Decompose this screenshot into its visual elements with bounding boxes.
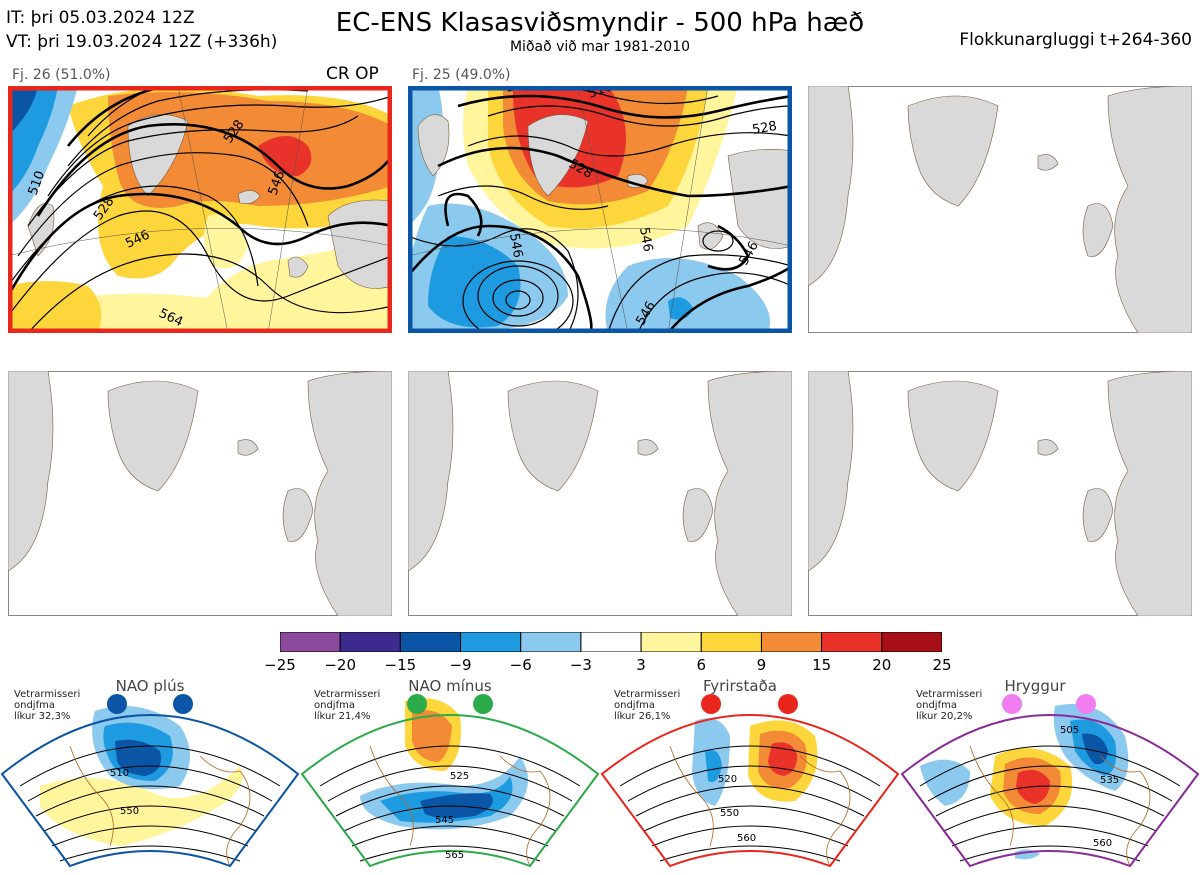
panel-1-tag: CR OP	[326, 64, 379, 84]
colorbar-tick-label: 6	[696, 656, 707, 674]
cluster-map-2[interactable]: 510 528 528 546 546 546 546	[408, 86, 792, 333]
regime-nao-plus: 510 550	[0, 676, 300, 871]
cluster-map-1[interactable]: 510 528 546 564 528 546	[8, 86, 392, 333]
contour-label: 546	[636, 226, 655, 253]
colorbar-swatch	[520, 631, 582, 653]
page-title: EC-ENS Klasasviðsmyndir - 500 hPa hæð	[335, 8, 865, 38]
regime-marker	[407, 694, 427, 714]
regime-marker	[473, 694, 493, 714]
colorbar	[279, 631, 943, 653]
regime-marker	[701, 694, 721, 714]
colorbar-swatch	[279, 631, 341, 653]
contour-label: 520	[718, 774, 737, 785]
contour-label: 528	[751, 119, 778, 138]
colorbar-swatch	[460, 631, 522, 653]
regime-season: Vetrarmisseri	[614, 689, 681, 700]
empty-map-5[interactable]	[408, 371, 792, 616]
panel-frame	[408, 86, 792, 333]
colorbar-tick-label: 25	[932, 656, 952, 674]
regime-marker	[107, 694, 127, 714]
regime-probability: líkur 26,1%	[614, 711, 671, 722]
colorbar-tick-label: −3	[569, 656, 592, 674]
colorbar-tick-label: 9	[756, 656, 767, 674]
issue-time: IT: þri 05.03.2024 12Z	[6, 8, 195, 28]
contour-label: 550	[720, 808, 739, 819]
regime-frame	[600, 714, 900, 868]
colorbar-swatch	[399, 631, 462, 653]
colorbar-tick-label: 15	[812, 656, 832, 674]
regime-months: ondjfma	[314, 700, 355, 711]
regime-name-nao-plus: NAO plús	[115, 677, 185, 695]
regime-info-nao-minus: Vetrarmisseri ondjfma líkur 21,4%	[314, 689, 380, 722]
colorbar-swatch	[760, 631, 823, 653]
regime-name-ridge: Hryggur	[1004, 677, 1066, 695]
panel-frame	[8, 86, 392, 333]
contour-label: 505	[1060, 725, 1079, 736]
page-subtitle: Miðað við mar 1981-2010	[509, 39, 691, 55]
colorbar-swatches	[279, 631, 943, 653]
regime-months: ondjfma	[614, 700, 655, 711]
empty-map-3[interactable]	[808, 86, 1192, 333]
regime-probability: líkur 20,2%	[916, 711, 973, 722]
regime-frame	[900, 714, 1200, 868]
regime-info-blocking: Vetrarmisseri ondjfma líkur 26,1%	[614, 689, 680, 722]
regime-months: ondjfma	[14, 700, 55, 711]
regime-ridge: 505 535 560	[900, 676, 1200, 871]
contour-label: 535	[1100, 775, 1119, 786]
empty-map-6[interactable]	[808, 371, 1192, 616]
classification-window: Flokkunargluggi t+264-360	[959, 30, 1192, 50]
regime-nao-minus: 525 545 565	[300, 676, 600, 871]
colorbar-tick-label: 20	[872, 656, 892, 674]
regime-frame	[0, 714, 300, 868]
regime-marker	[1076, 694, 1096, 714]
regime-season: Vetrarmisseri	[14, 689, 81, 700]
regime-info-nao-plus: Vetrarmisseri ondjfma líkur 32,3%	[14, 689, 80, 722]
regime-probability: líkur 32,3%	[14, 711, 71, 722]
contour-label: 565	[445, 850, 464, 861]
colorbar-swatch	[580, 631, 642, 653]
colorbar-tick-label: 3	[636, 656, 646, 674]
colorbar-swatch	[821, 631, 883, 653]
empty-map-4[interactable]	[8, 371, 392, 616]
regime-months: ondjfma	[916, 700, 957, 711]
contour-label: 560	[1093, 838, 1112, 849]
colorbar-swatch	[700, 631, 762, 653]
regime-frame	[300, 714, 600, 868]
contour-label: 510	[110, 768, 129, 779]
colorbar-ticks: −25 −20 −15 −9 −6 −3 3 6 9 15 20 25	[264, 656, 951, 674]
regime-info-ridge: Vetrarmisseri ondjfma líkur 20,2%	[916, 689, 982, 722]
valid-time: VT: þri 19.03.2024 12Z (+336h)	[6, 32, 278, 52]
colorbar-swatch	[881, 631, 943, 653]
contour-label: 560	[737, 833, 756, 844]
regime-name-blocking: Fyrirstaða	[703, 677, 777, 695]
header-info: IT: þri 05.03.2024 12Z VT: þri 19.03.202…	[6, 6, 277, 54]
regime-marker	[173, 694, 193, 714]
colorbar-swatch	[339, 631, 401, 653]
panel-1-label: Fj. 26 (51.0%)	[12, 67, 111, 83]
panel-2-label: Fj. 25 (49.0%)	[412, 67, 511, 83]
regime-probability: líkur 21,4%	[314, 711, 371, 722]
colorbar-swatch	[640, 631, 702, 653]
colorbar-tick-label: −9	[449, 656, 472, 674]
regime-season: Vetrarmisseri	[314, 689, 381, 700]
regime-name-nao-minus: NAO mínus	[408, 677, 492, 695]
contour-label: 545	[435, 815, 454, 826]
colorbar-tick-label: −25	[264, 656, 296, 674]
colorbar-tick-label: −20	[324, 656, 356, 674]
regime-blocking: 520 550 560	[600, 676, 900, 871]
colorbar-tick-label: −15	[384, 656, 417, 674]
contour-label: 525	[450, 771, 469, 782]
regime-season: Vetrarmisseri	[916, 689, 983, 700]
contour-label: 546	[506, 232, 525, 259]
contour-label: 550	[120, 806, 139, 817]
colorbar-tick-label: −6	[509, 656, 532, 674]
regime-marker	[1002, 694, 1022, 714]
regime-marker	[778, 694, 798, 714]
